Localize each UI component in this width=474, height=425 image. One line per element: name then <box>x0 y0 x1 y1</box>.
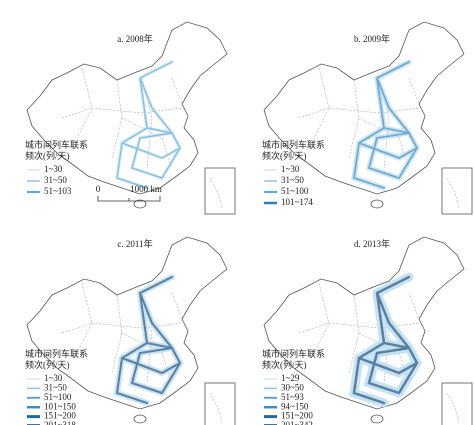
legend-label: 51~100 <box>281 186 309 196</box>
legend-label: 31~50 <box>44 175 67 185</box>
legend-title: 城市间列车联系 <box>262 139 325 150</box>
legend-label: 51~103 <box>44 186 72 196</box>
panel-title: a. 2008年 <box>117 33 153 44</box>
scale-end: 1000 km <box>130 184 162 194</box>
legend-label: 94~150 <box>281 401 309 411</box>
legend-label: 1~30 <box>44 373 63 383</box>
legend-label: 1~29 <box>281 373 300 383</box>
legend-title: 城市间列车联系 <box>262 348 325 359</box>
scale-start: 0 <box>96 184 101 194</box>
panel-title: c. 2011年 <box>117 238 152 249</box>
legend-label: 1~30 <box>44 164 63 174</box>
legend-label: 101~174 <box>281 197 313 207</box>
legend-label: 151~200 <box>44 411 76 421</box>
legend-label: 31~50 <box>281 175 304 185</box>
legend-title: 频次(列/天) <box>25 359 70 370</box>
scale-bar <box>97 196 161 202</box>
legend-title: 城市间列车联系 <box>25 139 88 150</box>
legend-label: 101~150 <box>44 401 76 411</box>
legend-label: 151~200 <box>281 411 313 421</box>
legend-label: 51~93 <box>281 392 304 402</box>
legend-label: 31~50 <box>44 382 67 392</box>
legend-label: 1~30 <box>281 164 300 174</box>
legend-label: 51~100 <box>44 392 72 402</box>
legend-title: 城市间列车联系 <box>25 348 88 359</box>
legend-label: 201~318 <box>44 420 76 425</box>
panel-title: b. 2009年 <box>354 33 390 44</box>
legend-title: 频次(列/天) <box>25 150 70 161</box>
legend-label: 201~342 <box>281 420 313 425</box>
legend-title: 频次(列/天) <box>262 150 307 161</box>
legend-label: 30~50 <box>281 382 304 392</box>
legend-title: 频次(列/天) <box>262 359 307 370</box>
panel-title: d. 2013年 <box>354 238 390 249</box>
